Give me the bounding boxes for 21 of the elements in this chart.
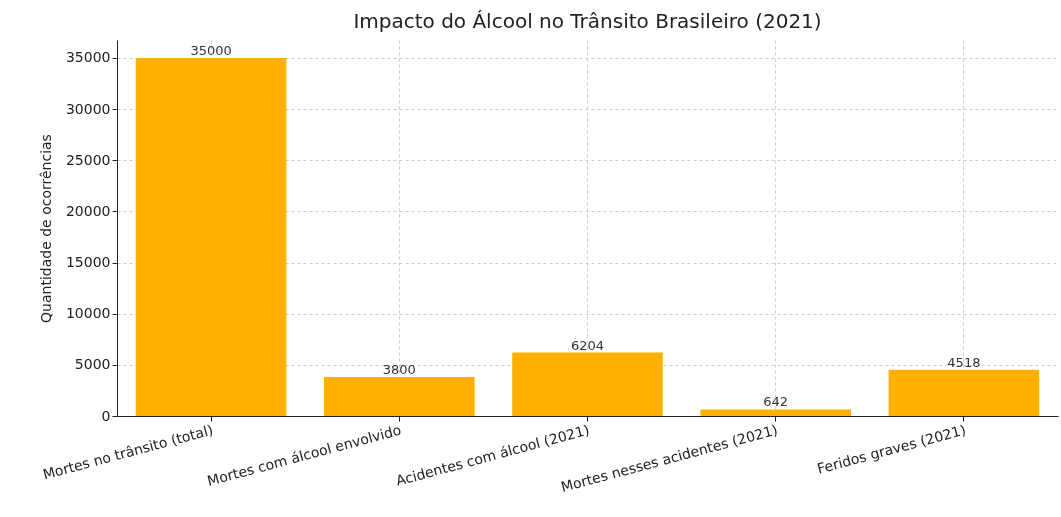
bar — [512, 352, 663, 416]
data-label: 642 — [763, 394, 789, 410]
data-label: 3800 — [382, 362, 416, 378]
bar — [135, 57, 287, 416]
bar — [700, 409, 851, 416]
data-label: 35000 — [190, 42, 232, 58]
y-tick-label: 30000 — [65, 100, 111, 117]
y-tick-label: 20000 — [65, 202, 111, 219]
x-tick-label: Feridos graves (2021) — [815, 421, 968, 477]
data-label: 4518 — [947, 354, 981, 370]
y-tick-label: 15000 — [65, 254, 111, 271]
bar — [324, 377, 475, 416]
y-tick-label: 5000 — [74, 356, 111, 373]
y-tick-label: 35000 — [65, 49, 111, 66]
chart-title: Impacto do Álcool no Trânsito Brasileiro (2021) — [353, 9, 822, 33]
y-tick-label: 25000 — [65, 151, 111, 168]
y-tick-label: 0 — [101, 407, 111, 424]
y-tick-label: 10000 — [65, 305, 111, 322]
data-label: 6204 — [570, 337, 605, 353]
y-axis-title: Quantidade de ocorrências — [37, 134, 54, 323]
bar — [888, 369, 1040, 416]
